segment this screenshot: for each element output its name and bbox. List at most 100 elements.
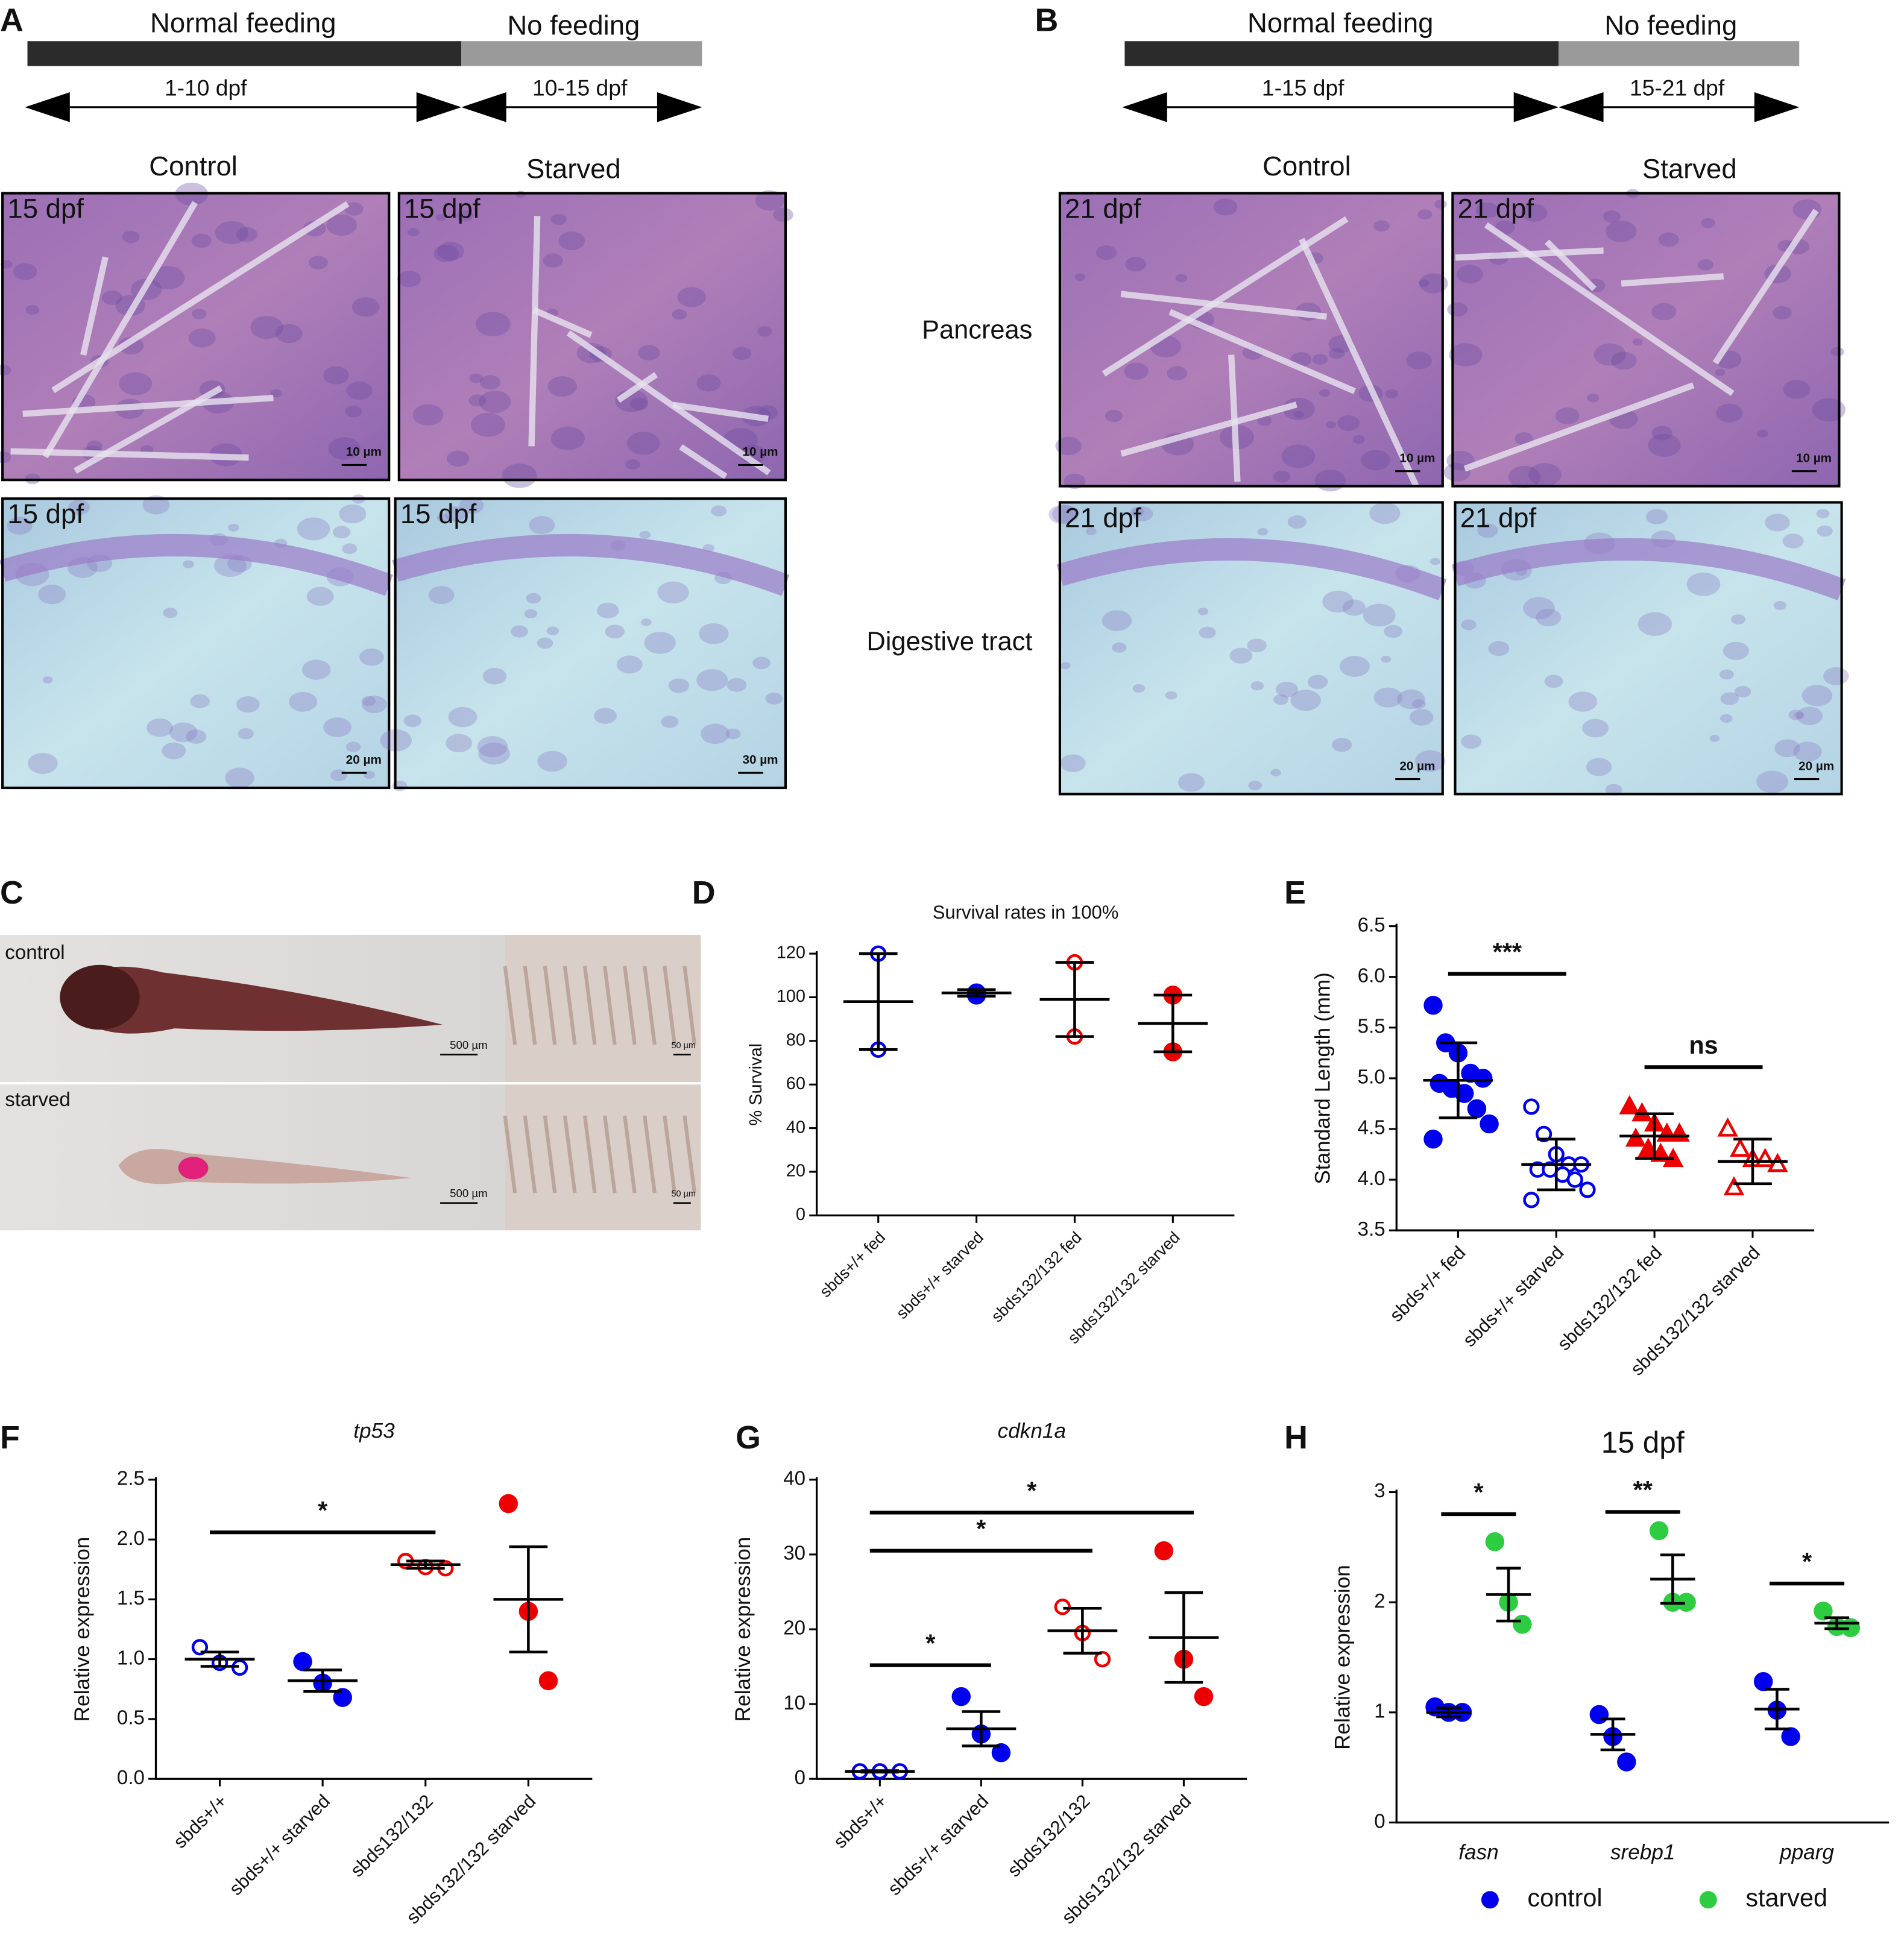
- tissue-texture: [1709, 735, 1720, 742]
- tissue-texture: [119, 372, 153, 395]
- range-label: 15-21 dpf: [1630, 75, 1725, 101]
- tissue-texture: [162, 742, 186, 759]
- error-bar: [1733, 1137, 1772, 1186]
- arrow-head: [1754, 92, 1800, 122]
- tissue-texture: [543, 253, 563, 268]
- tissue-texture: [275, 324, 303, 344]
- tissue-texture: [1765, 514, 1790, 532]
- tissue-texture: [1229, 647, 1253, 664]
- tissue-texture: [323, 366, 349, 385]
- tissue-texture: [1648, 433, 1681, 457]
- micrograph: [2, 193, 389, 480]
- scale-bar-label: 20 µm: [1798, 759, 1834, 773]
- tissue-texture: [1774, 739, 1800, 758]
- tissue-texture: [1536, 608, 1562, 627]
- tissue-texture: [183, 560, 194, 568]
- y-tick-label: 20: [783, 1617, 805, 1640]
- point: [1579, 1181, 1596, 1198]
- tissue-texture: [657, 581, 689, 604]
- tissue-texture: [537, 637, 553, 649]
- tissue-texture: [1417, 209, 1433, 220]
- tissue-texture: [428, 586, 455, 605]
- tissue-texture: [330, 769, 347, 782]
- tissue-texture: [190, 694, 210, 708]
- error-bar: [1439, 1041, 1478, 1119]
- y-tick-label: 30: [783, 1542, 805, 1565]
- epithelium: [1452, 538, 1846, 601]
- y-tick-label: 0: [795, 1767, 805, 1789]
- tissue-gap: [1545, 239, 1597, 292]
- x-tick-label: sbds+/+: [830, 1790, 892, 1852]
- error-bar: [1660, 1553, 1685, 1605]
- significance-label: ***: [1493, 938, 1522, 966]
- tissue-gap: [42, 201, 198, 459]
- row-header: Digestive tract: [866, 627, 1032, 656]
- micrograph: [1059, 193, 1443, 486]
- tissue-texture: [188, 328, 216, 348]
- tissue-texture: [596, 602, 619, 618]
- column-header: Starved: [1642, 153, 1737, 184]
- x-tick-label: sbds132/132 fed: [1553, 1242, 1666, 1354]
- y-axis-label: % Survival: [746, 1043, 766, 1126]
- muscle-band: [682, 1115, 697, 1193]
- image-label: 21 dpf: [1065, 502, 1141, 533]
- tissue-texture: [250, 315, 283, 339]
- tissue-texture: [192, 309, 207, 319]
- tissue-texture: [1523, 597, 1555, 620]
- tissue-texture: [696, 669, 728, 691]
- point: [1617, 1752, 1636, 1772]
- error-bar: [200, 1650, 239, 1668]
- point: [1754, 1148, 1776, 1168]
- tissue-texture: [1697, 259, 1714, 271]
- significance-label: *: [925, 1629, 936, 1657]
- y-tick-label: 4.5: [1358, 1117, 1385, 1139]
- tissue-texture: [346, 381, 373, 400]
- y-tick-label: 10: [783, 1692, 805, 1714]
- muscle-band: [663, 1115, 676, 1193]
- tissue-texture: [1410, 709, 1434, 726]
- x-tick-label: sbds+/+ fed: [816, 1228, 889, 1301]
- panel-label: F: [0, 1420, 20, 1456]
- tissue-texture: [1773, 601, 1786, 610]
- scale-bar-label: 10 µm: [346, 445, 382, 459]
- tissue-texture: [306, 586, 334, 606]
- y-tick-label: 3: [1374, 1480, 1385, 1502]
- muscle-band: [623, 966, 637, 1045]
- image-label: 15 dpf: [404, 193, 481, 224]
- tissue-texture: [412, 404, 444, 426]
- micrograph-frame: [1058, 192, 1444, 488]
- tissue-texture: [1720, 714, 1733, 723]
- tissue-texture: [1352, 435, 1365, 444]
- tissue-texture: [732, 347, 751, 360]
- tissue-texture: [1658, 232, 1679, 247]
- tissue-texture: [437, 242, 464, 261]
- tissue-texture: [1105, 409, 1123, 423]
- bar-none: [1559, 41, 1800, 66]
- tissue-texture: [397, 271, 421, 288]
- tissue-texture: [238, 728, 254, 740]
- y-tick-label: 1.5: [117, 1587, 145, 1609]
- significance-label: ns: [1689, 1031, 1718, 1059]
- row-header: Pancreas: [922, 316, 1032, 345]
- range-label: 1-10 dpf: [165, 75, 247, 101]
- tissue-texture: [101, 290, 123, 305]
- arrow-head: [1122, 92, 1167, 122]
- error-bar: [1600, 1717, 1625, 1752]
- tissue-texture: [1361, 450, 1390, 471]
- error-bar: [303, 1668, 342, 1693]
- tissue-texture: [1060, 754, 1086, 773]
- tissue-texture: [1199, 626, 1216, 639]
- panel-label: G: [736, 1420, 761, 1456]
- tissue-texture: [1197, 608, 1209, 615]
- tissue-texture: [1250, 681, 1264, 691]
- y-tick-label: 3.5: [1358, 1218, 1385, 1240]
- chart-title: cdkn1a: [998, 1420, 1066, 1443]
- tissue-texture: [639, 530, 651, 539]
- tissue-texture: [630, 397, 649, 410]
- point: [1650, 1142, 1671, 1162]
- tissue-texture: [616, 655, 643, 674]
- tissue-texture: [1817, 525, 1833, 537]
- tissue-texture: [1319, 389, 1331, 397]
- phase-label: Normal feeding: [1247, 7, 1433, 38]
- micrograph: [399, 193, 786, 480]
